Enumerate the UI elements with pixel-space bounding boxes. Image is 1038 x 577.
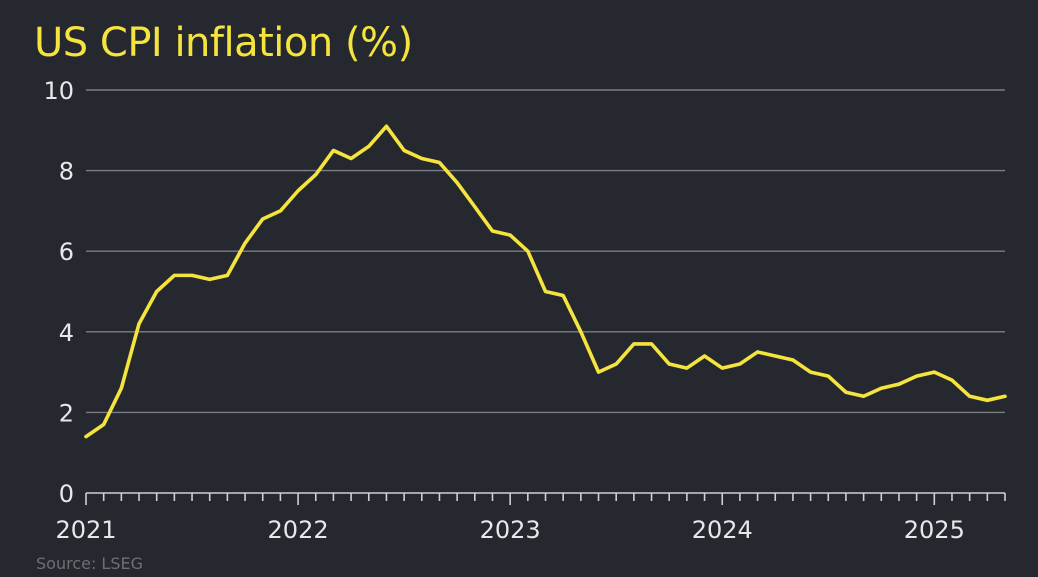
data-point [473,205,477,209]
data-point [402,148,406,152]
data-point [932,370,936,374]
data-point [508,233,512,237]
x-tick-label: 2023 [480,516,541,544]
data-point [544,290,548,294]
data-point [1003,394,1007,398]
data-point [579,330,583,334]
data-point [773,354,777,358]
data-point [791,358,795,362]
data-point [490,229,494,233]
data-point [756,350,760,354]
data-point [597,370,601,374]
data-point [809,370,813,374]
x-axis: 2021 2022 2023 2024 2025 [55,492,1006,544]
x-tick-label: 2021 [55,516,116,544]
data-point [561,294,565,298]
data-point [102,422,106,426]
data-point [614,362,618,366]
data-point [437,161,441,165]
data-point [314,173,318,177]
data-point [703,354,707,358]
data-point [349,157,353,161]
x-tick-label: 2025 [904,516,965,544]
y-tick-label: 0 [59,480,74,508]
data-point [667,362,671,366]
data-point [261,217,265,221]
data-point [243,241,247,245]
data-point [526,249,530,253]
data-point [455,181,459,185]
data-point [879,386,883,390]
x-tick-label: 2022 [268,516,329,544]
data-point [685,366,689,370]
data-point [190,273,194,277]
source-note: Source: LSEG [36,554,144,573]
data-point [137,322,141,326]
data-point [208,277,212,281]
y-tick-label: 4 [59,319,74,347]
series-layer [84,124,1007,439]
data-point [172,273,176,277]
data-point [897,382,901,386]
gridlines [86,89,1005,414]
cpi-line [84,124,1007,439]
data-point [278,209,282,213]
data-point [84,435,88,439]
data-point [296,189,300,193]
data-point [720,366,724,370]
data-point [985,398,989,402]
data-point [632,342,636,346]
y-tick-label: 10 [43,77,74,105]
y-tick-label: 6 [59,238,74,266]
data-point [950,378,954,382]
data-point [826,374,830,378]
data-point [155,290,159,294]
data-point [331,148,335,152]
data-point [915,374,919,378]
data-point [844,390,848,394]
data-point [968,394,972,398]
data-point [650,342,654,346]
x-tick-label: 2024 [692,516,753,544]
y-axis-ticks: 0 2 4 6 8 10 [43,77,74,508]
chart-title: US CPI inflation (%) [34,20,413,66]
data-point [384,124,388,128]
data-point [738,362,742,366]
data-point [225,273,229,277]
data-point [367,144,371,148]
data-point [862,394,866,398]
data-point [119,386,123,390]
data-point [420,157,424,161]
y-tick-label: 2 [59,399,74,427]
y-tick-label: 8 [59,158,74,186]
